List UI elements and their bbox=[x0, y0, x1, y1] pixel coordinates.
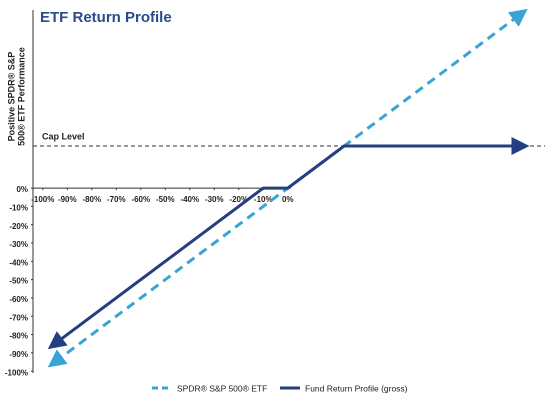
y-axis-label: Positive SPDR® S&P bbox=[6, 52, 16, 142]
x-tick-label: -60% bbox=[131, 195, 150, 204]
y-tick-label: -60% bbox=[9, 295, 28, 304]
y-tick-label: -80% bbox=[9, 332, 28, 341]
x-tick-label: -40% bbox=[180, 195, 199, 204]
x-tick-label: -70% bbox=[107, 195, 126, 204]
x-tick-label: -90% bbox=[58, 195, 77, 204]
x-tick-label: -50% bbox=[156, 195, 175, 204]
x-tick-label: -80% bbox=[82, 195, 101, 204]
y-tick-label: 0% bbox=[16, 185, 28, 194]
x-tick-label: -100% bbox=[31, 195, 54, 204]
legend-label: Fund Return Profile (gross) bbox=[305, 383, 408, 393]
y-tick-label: -50% bbox=[9, 277, 28, 286]
chart-title: ETF Return Profile bbox=[40, 9, 172, 26]
x-tick-label: 0% bbox=[282, 195, 294, 204]
series-line bbox=[47, 137, 530, 350]
y-axis-label: 500® ETF Performance bbox=[16, 47, 26, 146]
y-tick-label: -10% bbox=[9, 204, 28, 213]
y-tick-label: -90% bbox=[9, 350, 28, 359]
y-tick-label: -20% bbox=[9, 222, 28, 231]
x-tick-label: -30% bbox=[205, 195, 224, 204]
y-tick-label: -100% bbox=[5, 368, 28, 377]
y-tick-label: -40% bbox=[9, 258, 28, 267]
x-tick-label: -10% bbox=[254, 195, 273, 204]
legend-label: SPDR® S&P 500® ETF bbox=[177, 383, 267, 393]
y-tick-label: -30% bbox=[9, 240, 28, 249]
cap-level-label: Cap Level bbox=[42, 131, 85, 141]
y-tick-label: -70% bbox=[9, 313, 28, 322]
